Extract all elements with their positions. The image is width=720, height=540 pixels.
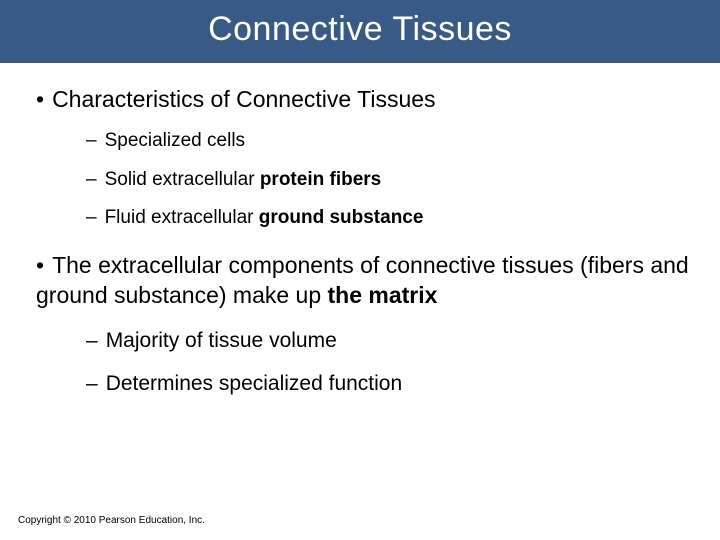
bullet-dot-icon: • <box>36 86 44 112</box>
bullet-2-bold: the matrix <box>328 282 438 308</box>
slide-title-bar: Connective Tissues <box>0 0 720 63</box>
subbullet-1-3-bold: ground substance <box>259 207 424 228</box>
subbullet-1-3-pre: Fluid extracellular <box>105 207 259 228</box>
copyright-text: Copyright © 2010 Pearson Education, Inc. <box>18 515 205 526</box>
bullet-1: • Characteristics of Connective Tissues <box>36 85 690 115</box>
subbullet-2-1: –Majority of tissue volume <box>86 327 690 354</box>
slide-content: • Characteristics of Connective Tissues –… <box>0 63 720 397</box>
bullet-2: •The extracellular components of connect… <box>36 251 690 311</box>
bullet-1-text: Characteristics of Connective Tissues <box>52 86 436 112</box>
subbullet-1-1-pre: Specialized cells <box>105 130 245 151</box>
subbullet-1-2-pre: Solid extracellular <box>105 169 260 190</box>
subbullet-2-1-pre: Majority of tissue volume <box>106 329 337 352</box>
dash-icon: – <box>86 207 97 228</box>
subbullet-1-2: –Solid extracellular protein fibers <box>86 168 690 193</box>
subbullet-1-1: –Specialized cells <box>86 129 690 154</box>
bullet-dot-icon: • <box>36 252 44 278</box>
dash-icon: – <box>86 169 97 190</box>
dash-icon: – <box>86 329 98 352</box>
dash-icon: – <box>86 130 97 151</box>
slide-title: Connective Tissues <box>208 10 512 48</box>
subbullet-1-3: –Fluid extracellular ground substance <box>86 206 690 231</box>
subbullet-1-2-bold: protein fibers <box>260 169 381 190</box>
dash-icon: – <box>86 372 98 395</box>
subbullet-2-2: –Determines specialized function <box>86 370 690 397</box>
subbullet-2-2-pre: Determines specialized function <box>106 372 402 395</box>
